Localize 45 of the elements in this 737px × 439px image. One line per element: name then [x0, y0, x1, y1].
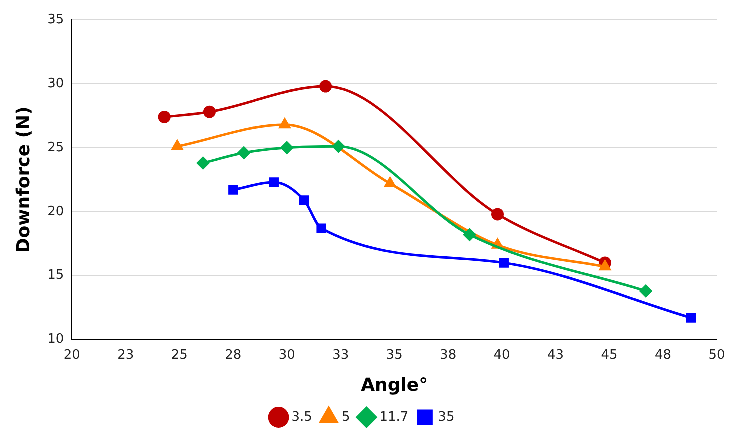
x-tick-label: 30 — [278, 348, 296, 363]
point — [279, 118, 291, 129]
x-tick-label: 20 — [64, 348, 80, 363]
point — [197, 157, 210, 170]
point — [320, 80, 332, 93]
y-tick-label: 30 — [48, 76, 64, 92]
legend-label: 35 — [438, 410, 455, 425]
point — [228, 185, 238, 195]
x-tick-label: 48 — [654, 348, 672, 363]
point — [238, 146, 250, 160]
x-tick-label: 40 — [494, 348, 510, 363]
x-tick-label: 50 — [708, 348, 726, 363]
x-tick-label: 35 — [386, 348, 403, 363]
x-tick-label: 43 — [548, 348, 564, 363]
x-axis-title: Angle° — [361, 374, 428, 396]
x-tick-label: 45 — [601, 348, 618, 363]
point — [203, 106, 216, 118]
y-tick-label: 10 — [48, 332, 64, 348]
legend-label: 11.7 — [380, 410, 409, 425]
legend-label: 5 — [342, 410, 350, 425]
point — [492, 208, 504, 221]
y-tick-label: 15 — [48, 268, 64, 284]
point — [600, 260, 611, 271]
point — [280, 142, 294, 154]
point — [269, 178, 279, 188]
point — [384, 177, 396, 188]
y-axis-title: Downforce (N) — [13, 106, 34, 254]
point — [158, 110, 171, 124]
point — [686, 313, 696, 323]
x-tick-label: 25 — [171, 348, 188, 363]
point — [332, 140, 345, 153]
x-tick-label: 38 — [440, 348, 457, 363]
point — [172, 140, 184, 150]
x-tick-label: 28 — [225, 348, 242, 363]
point — [640, 284, 652, 298]
y-tick-label: 35 — [48, 12, 64, 28]
y-tick-label: 25 — [48, 140, 64, 156]
point — [499, 258, 509, 268]
point — [316, 224, 326, 234]
point — [464, 228, 476, 242]
legend-label: 3.5 — [292, 410, 312, 425]
x-tick-label: 33 — [332, 348, 350, 363]
point — [300, 196, 310, 206]
x-tick-label: 23 — [118, 348, 134, 363]
y-tick-label: 20 — [48, 204, 64, 220]
